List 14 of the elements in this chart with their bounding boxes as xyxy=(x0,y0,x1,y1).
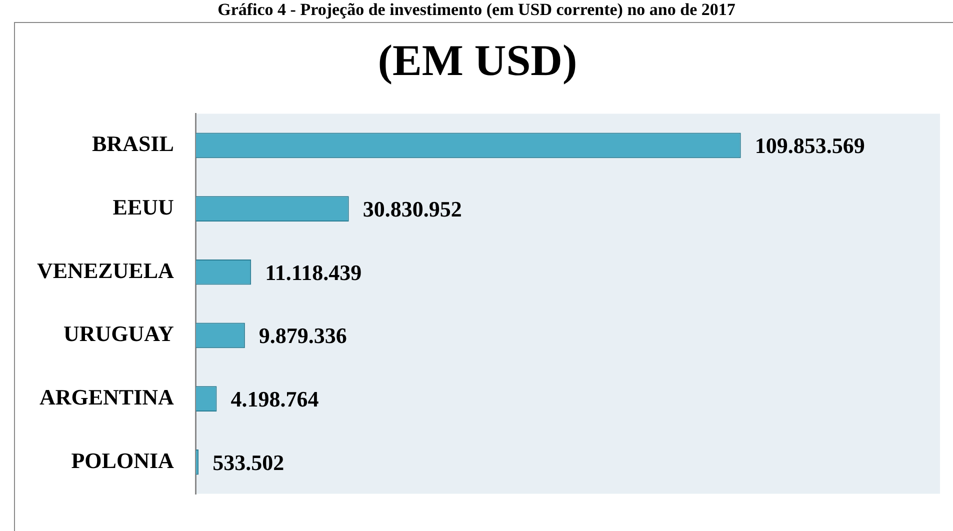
data-label: 533.502 xyxy=(212,450,284,475)
y-tick-label: VENEZUELA xyxy=(37,258,174,283)
text: Gráfico 4 - Projeção de investimento (em USD corrente) no ano de 2017 xyxy=(216,0,736,20)
y-tick-label: POLONIA xyxy=(71,448,174,473)
y-tick-label: ARGENTINA xyxy=(39,384,174,410)
chart-title: (EM USD) xyxy=(378,36,578,85)
data-label: 11.118.439 xyxy=(265,260,362,285)
y-tick-label: BRASIL xyxy=(92,131,174,156)
data-label: 4.198.764 xyxy=(230,386,319,412)
data-label: 30.830.952 xyxy=(362,196,462,222)
data-label: 9.879.336 xyxy=(258,323,347,348)
y-tick-label: EEUU xyxy=(112,194,174,220)
data-label: 109.853.569 xyxy=(754,133,865,158)
y-tick-label: URUGUAY xyxy=(64,321,174,346)
